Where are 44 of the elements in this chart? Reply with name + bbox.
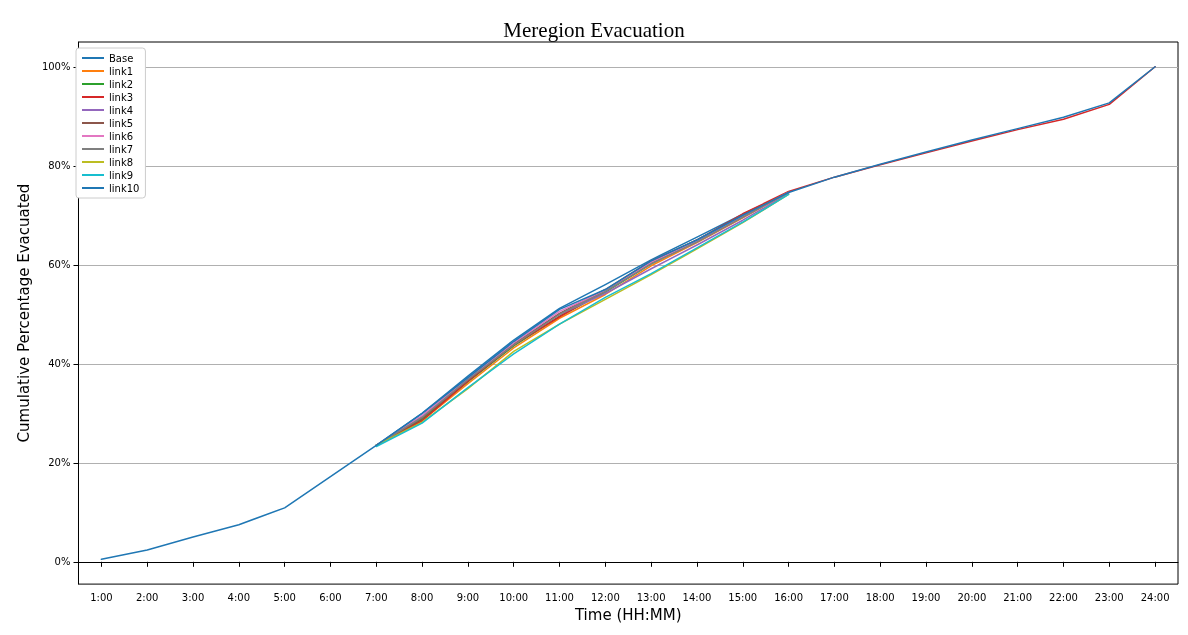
x-tick-label: 19:00 [911, 591, 941, 603]
x-tick-label: 14:00 [682, 591, 712, 603]
x-tick-label: 21:00 [1003, 591, 1033, 603]
x-tick-label: 2:00 [135, 591, 159, 603]
x-tick-label: 8:00 [410, 591, 434, 603]
legend-label: link1 [109, 65, 134, 77]
x-tick-label: 7:00 [365, 591, 388, 603]
x-tick-label: 13:00 [636, 591, 666, 603]
x-tick-label: 3:00 [181, 591, 205, 603]
x-tick-label: 12:00 [590, 591, 620, 603]
y-tick-label: 40% [48, 358, 71, 370]
x-tick-label: 23:00 [1094, 591, 1124, 603]
x-tick-label: 4:00 [227, 591, 251, 603]
x-tick-label: 18:00 [865, 591, 895, 603]
x-tick-label: 22:00 [1049, 591, 1078, 603]
y-tick-label: 80% [48, 160, 71, 172]
x-tick-label: 16:00 [774, 591, 803, 603]
x-tick-label: 15:00 [728, 591, 758, 603]
legend-label: link2 [109, 78, 134, 90]
x-tick-label: 10:00 [499, 591, 529, 603]
x-tick-label: 11:00 [545, 591, 574, 603]
legend-label: link5 [109, 117, 134, 129]
legend-label: link7 [109, 143, 134, 155]
legend-label: link3 [109, 91, 134, 103]
y-tick-label: 60% [48, 259, 71, 271]
x-tick-label: 17:00 [819, 591, 849, 603]
chart-title: Meregion Evacuation [503, 17, 686, 42]
legend-label: link4 [109, 104, 134, 116]
x-axis-title: Time (HH:MM) [573, 605, 682, 624]
x-tick-label: 1:00 [90, 591, 113, 603]
legend-label: link9 [109, 169, 134, 181]
x-tick-label: 6:00 [319, 591, 342, 603]
legend-label: link10 [109, 182, 140, 194]
y-tick-label: 20% [48, 457, 71, 469]
x-tick-label: 9:00 [456, 591, 480, 603]
x-tick-label: 20:00 [957, 591, 987, 603]
y-axis-title: Cumulative Percentage Evacuated [14, 183, 33, 443]
legend-label: link6 [109, 130, 134, 142]
legend-label: link8 [109, 156, 134, 168]
legend-label: Base [109, 52, 134, 64]
y-tick-label: 100% [41, 61, 71, 73]
y-tick-label: 0% [54, 556, 71, 568]
x-tick-label: 5:00 [273, 591, 296, 603]
x-tick-label: 24:00 [1140, 591, 1170, 603]
